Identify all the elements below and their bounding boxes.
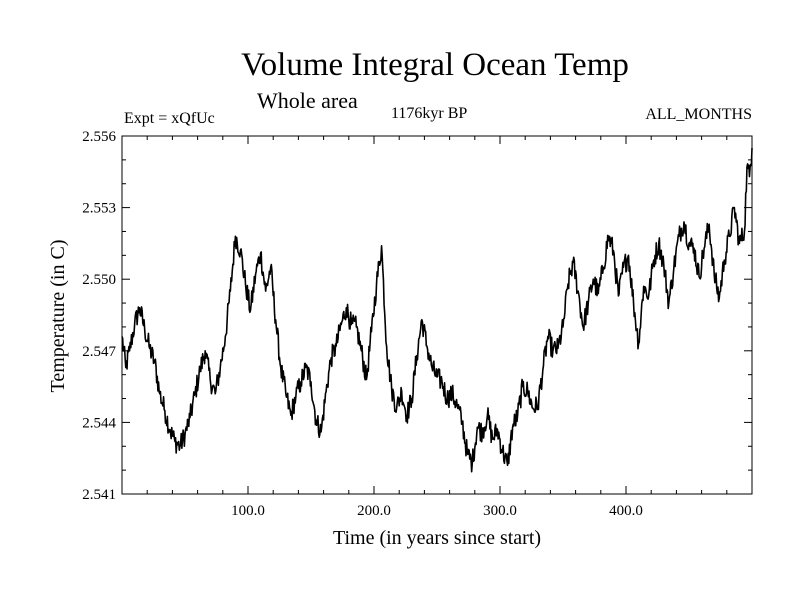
plot-frame xyxy=(121,135,753,495)
y-tick-label: 2.553 xyxy=(82,201,116,217)
period-label: 1176kyr BP xyxy=(391,105,468,122)
x-tick-label: 100.0 xyxy=(231,503,265,519)
y-tick-label: 2.541 xyxy=(82,487,116,503)
experiment-label: Expt = xQfUc xyxy=(124,110,215,127)
y-tick-label: 2.547 xyxy=(82,344,116,360)
x-tick-label: 300.0 xyxy=(483,503,517,519)
x-axis-label: Time (in years since start) xyxy=(332,527,542,549)
months-label: ALL_MONTHS xyxy=(645,106,752,123)
series-line xyxy=(121,147,753,473)
y-tick-label: 2.556 xyxy=(82,129,116,145)
y-tick-label: 2.544 xyxy=(82,415,116,431)
y-tick-label: 2.550 xyxy=(82,272,116,288)
x-tick-label: 400.0 xyxy=(609,503,643,519)
tick-marks xyxy=(122,135,752,495)
chart-subtitle: Whole area xyxy=(257,88,358,113)
x-tick-label: 200.0 xyxy=(357,503,391,519)
tick-labels: 100.0 200.0 300.0 400.0 2.541 2.544 2.547 2.550… xyxy=(82,129,643,519)
chart-title: Volume Integral Ocean Temp xyxy=(241,47,629,83)
